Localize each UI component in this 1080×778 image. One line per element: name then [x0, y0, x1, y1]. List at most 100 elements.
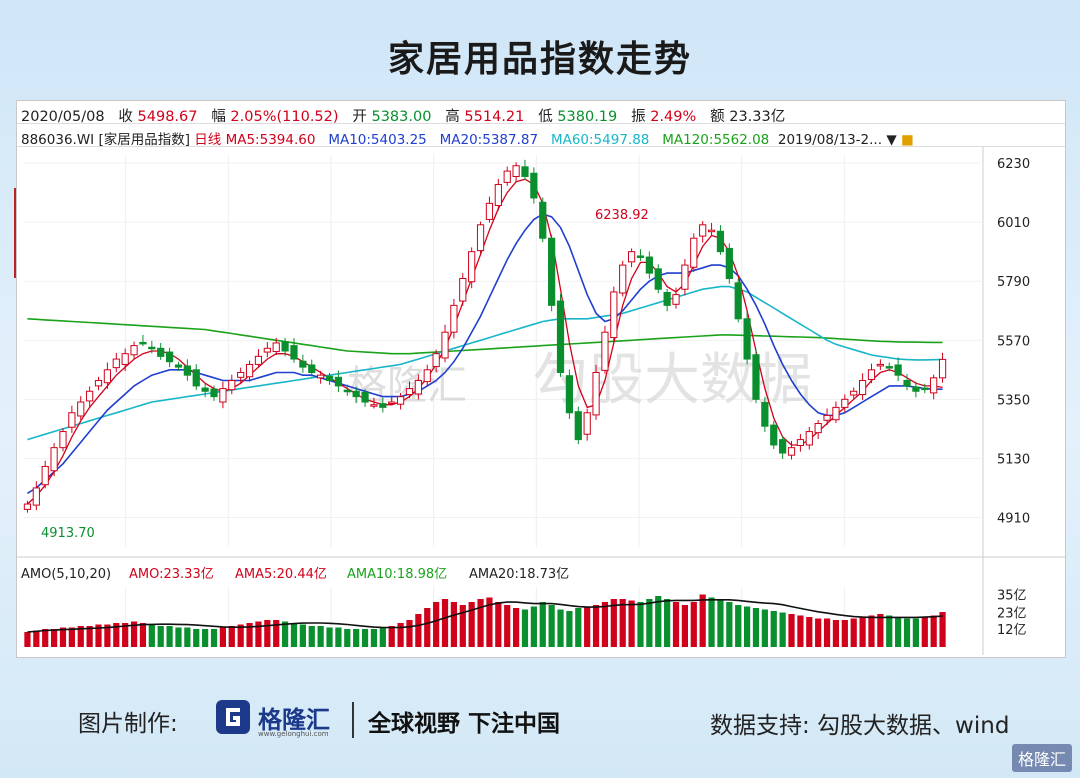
open-value: 5383.00 [371, 109, 432, 125]
y-tick-label: 6230 [997, 157, 1030, 172]
volume-bar [512, 608, 520, 647]
volume-bar [424, 608, 431, 647]
data-source: 数据支持: 勾股大数据、wind [710, 713, 1010, 739]
candle-body [103, 369, 112, 384]
volume-bar [130, 621, 138, 647]
candle-body [779, 439, 787, 454]
divider [17, 146, 1065, 147]
volume-bar [86, 626, 93, 647]
candle-body [334, 376, 343, 387]
candle-body [663, 291, 671, 306]
volume-bar [388, 626, 395, 647]
candle-body [565, 375, 574, 414]
candle-body [707, 229, 716, 233]
candle-body [645, 256, 653, 274]
candle-body [601, 331, 609, 371]
date-range-selector[interactable]: 2019/08/13-2... [777, 132, 883, 148]
candle-body [832, 406, 840, 421]
y-tick-label: 5790 [997, 275, 1030, 290]
candle-body [157, 347, 165, 357]
volume-bar [264, 620, 271, 647]
candle-body [174, 364, 183, 368]
candle-body [521, 166, 529, 177]
candle-body [237, 371, 245, 378]
divider [17, 123, 1065, 124]
volume-bar [539, 602, 546, 647]
volume-bar [379, 627, 386, 647]
high-value: 5514.21 [464, 109, 525, 125]
candle-body [361, 391, 369, 403]
amo-legend: AMO(5,10,20) AMO:23.33亿 AMA5:20.44亿 AMA1… [21, 567, 569, 582]
candle-body [636, 255, 645, 258]
volume-bar [655, 596, 662, 647]
candle-body [201, 387, 209, 392]
volume-bar [486, 597, 493, 647]
candle-body [672, 294, 680, 305]
corner-watermark: 格隆汇 [1011, 744, 1072, 772]
lock-icon[interactable]: ■ [901, 132, 914, 148]
candle-body [121, 353, 129, 365]
candle-body [681, 264, 689, 290]
volume-bar [370, 629, 378, 647]
high-annotation: 6238.92 [595, 208, 649, 223]
volume-bar [646, 599, 653, 647]
candle-body [228, 380, 236, 391]
high-label: 高 [445, 109, 460, 125]
candle-body [130, 345, 138, 356]
change-label: 幅 [211, 109, 226, 125]
amo-name: AMO(5,10,20) [21, 567, 111, 582]
volume-bar [273, 620, 280, 647]
low-annotation: 4913.70 [41, 526, 95, 541]
volume-bar [788, 614, 795, 647]
candle-body [254, 355, 263, 365]
volume-bar [726, 602, 733, 647]
open-label: 开 [352, 109, 367, 125]
volume-bar [690, 602, 697, 647]
volume-bar [477, 599, 484, 647]
volume-bar [832, 620, 840, 647]
candle-body [885, 366, 893, 369]
watermark-gougu: 勾股大数据 [532, 348, 812, 413]
volume-bar [290, 623, 298, 647]
candle-body [770, 424, 778, 446]
volume-bar [664, 599, 671, 647]
volume-bar [166, 626, 173, 647]
volume-bar [521, 609, 529, 647]
volume-bar [157, 626, 164, 647]
volume-bar [326, 627, 333, 647]
candle-body [112, 358, 120, 369]
volume-bar [299, 624, 306, 647]
ama-line [27, 599, 943, 633]
period-selector[interactable]: 日线 [194, 132, 222, 148]
candle-body [539, 201, 547, 239]
volume-tick-label: 23亿 [997, 607, 1027, 622]
candle-body [476, 224, 485, 252]
dropdown-triangle-icon[interactable]: ▼ [886, 132, 897, 148]
volume-bar [59, 627, 67, 647]
volume-bar [779, 612, 786, 647]
volume-bar [717, 600, 724, 647]
candle-body [396, 396, 405, 405]
candle-body [210, 388, 218, 398]
volume-bar [433, 602, 440, 647]
candle-body [414, 380, 422, 395]
candle-body [850, 390, 858, 396]
volume-bar [886, 615, 893, 647]
candle-body [459, 278, 467, 302]
quote-header: 2020/05/08 收 5498.67 幅 2.05%(110.52) 开 5… [21, 105, 785, 126]
volume-bar [308, 626, 315, 647]
page-title: 家居用品指数走势 [387, 39, 692, 80]
volume-bar [122, 623, 129, 647]
candle-body [450, 304, 458, 333]
volume-bar [237, 624, 244, 647]
volume-bar [228, 626, 235, 647]
volume-bar [317, 626, 324, 647]
volume-bar [353, 629, 360, 647]
candle-body [50, 447, 58, 472]
candle-body [219, 388, 227, 403]
y-tick-label: 5350 [997, 393, 1030, 408]
amount-value: 23.33亿 [729, 109, 786, 125]
candle-body [690, 237, 698, 268]
candle-body [548, 237, 556, 306]
ama20-value: AMA20:18.73亿 [469, 567, 569, 582]
